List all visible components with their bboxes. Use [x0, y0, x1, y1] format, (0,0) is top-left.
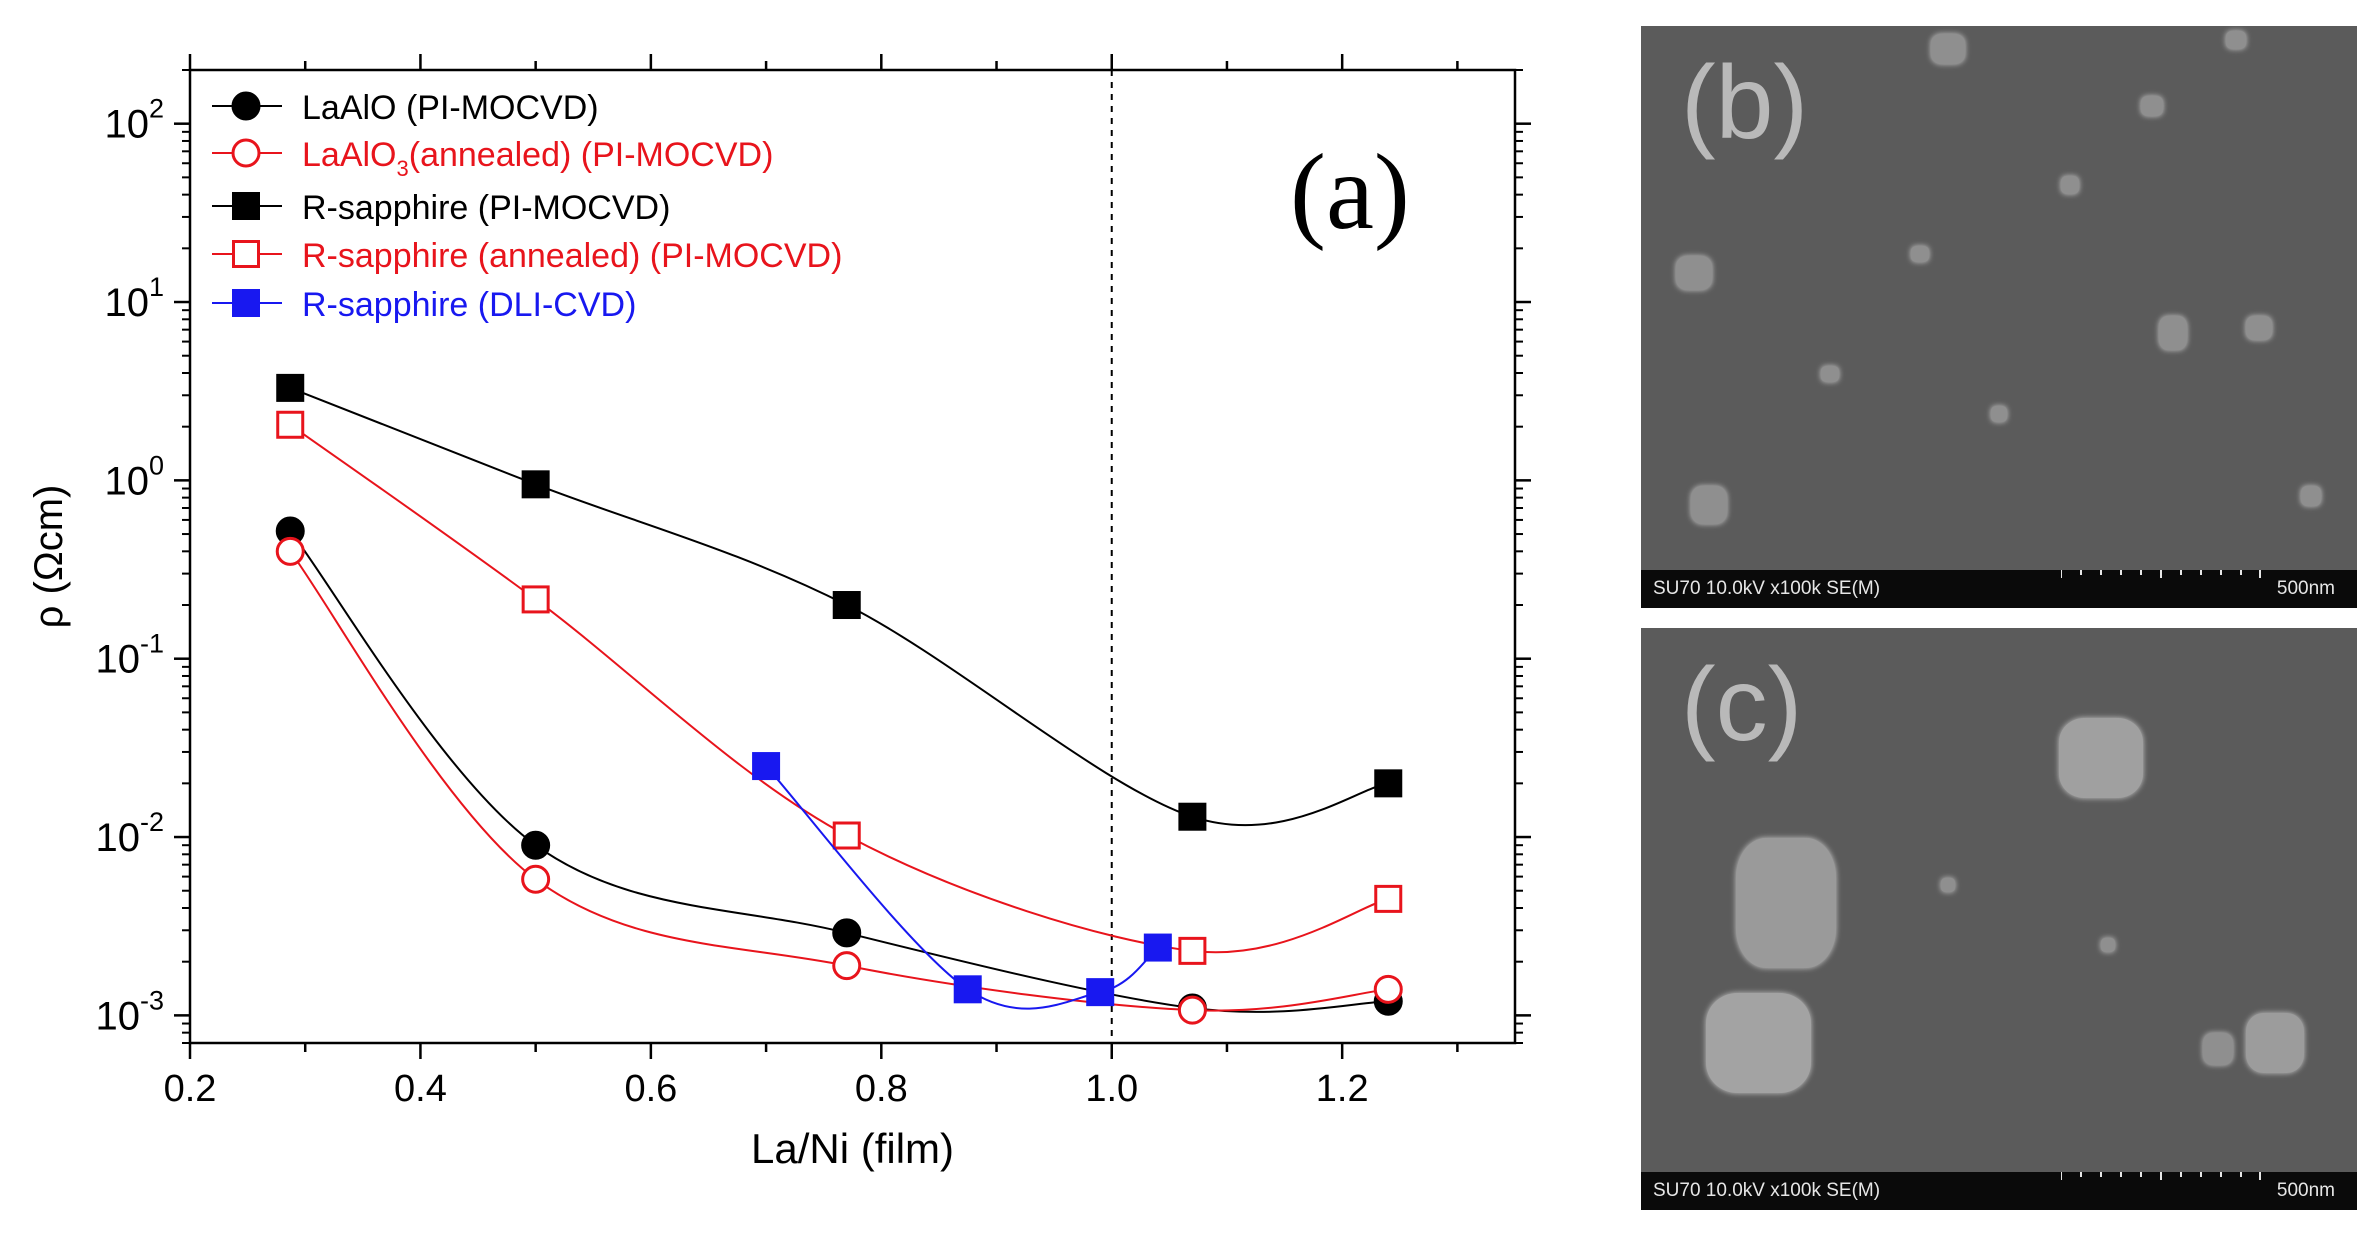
plot-frame: [188, 68, 1517, 1045]
series-line: [289, 550, 1389, 1012]
legend-label: LaAlO3(annealed) (PI-MOCVD): [302, 136, 773, 181]
data-point: [276, 373, 305, 402]
y-tick-label: 10-1: [95, 629, 164, 682]
legend-label: R-sapphire (annealed) (PI-MOCVD): [302, 237, 842, 275]
legend-marker: [231, 91, 261, 121]
legend-entry-2: R-sapphire (PI-MOCVD): [212, 189, 670, 227]
legend-marker: [232, 240, 260, 268]
data-point: [953, 975, 982, 1004]
data-point: [1086, 978, 1115, 1007]
series-line: [765, 765, 1159, 1010]
sem-info-c: SU70 10.0kV x100k SE(M): [1653, 1180, 1881, 1201]
scale-ticks-b: [2061, 570, 2261, 578]
legend-marker: [231, 138, 261, 168]
data-point: [521, 585, 550, 614]
data-point: [1178, 936, 1207, 965]
series-1: [275, 536, 1403, 1025]
x-tick-label: 0.8: [855, 1068, 908, 1110]
data-point: [1143, 933, 1172, 962]
data-point: [752, 752, 781, 781]
x-tick-label: 0.6: [624, 1068, 677, 1110]
legend-entry-3: R-sapphire (annealed) (PI-MOCVD): [212, 237, 842, 275]
scale-ticks-c: [2061, 1172, 2261, 1180]
x-tick-label: 1.2: [1316, 1068, 1369, 1110]
data-point: [1374, 769, 1403, 798]
sem-image-b: (b) SU70 10.0kV x100k SE(M) 500nm: [1641, 26, 2357, 608]
data-point: [275, 536, 305, 566]
series-4: [752, 752, 1172, 1010]
legend-entry-0: LaAlO (PI-MOCVD): [212, 89, 599, 127]
data-point: [832, 951, 862, 981]
sem-scale-b: 500nm: [2276, 578, 2335, 599]
data-point: [276, 410, 305, 439]
data-point: [832, 821, 861, 850]
y-tick-label: 101: [104, 272, 164, 325]
series-line: [289, 530, 1389, 1013]
legend-marker: [232, 289, 260, 317]
x-axis-label: La/Ni (film): [751, 1125, 954, 1172]
data-point: [1178, 802, 1207, 831]
sem-image-c: (c) SU70 10.0kV x100k SE(M) 500nm: [1641, 628, 2357, 1210]
data-point: [521, 830, 551, 860]
y-tick-label: 100: [104, 450, 164, 503]
data-point: [1374, 884, 1403, 913]
series-line: [289, 423, 1389, 954]
x-tick-label: 0.2: [164, 1068, 217, 1110]
legend-label: R-sapphire (DLI-CVD): [302, 286, 636, 324]
data-point: [832, 591, 861, 620]
sem-scale-c: 500nm: [2276, 1180, 2335, 1201]
data-point: [521, 470, 550, 499]
sem-info-bar-c: SU70 10.0kV x100k SE(M) 500nm: [1641, 1172, 2357, 1210]
y-tick-label: 10-3: [95, 985, 164, 1038]
panel-label-c: (c): [1681, 647, 1803, 763]
y-axis-label: ρ (Ωcm): [27, 485, 71, 629]
series-2: [276, 373, 1403, 831]
x-tick-label: 0.4: [394, 1068, 447, 1110]
panel-label-b: (b): [1681, 45, 1809, 161]
data-point: [1373, 974, 1403, 1004]
resistivity-chart: 0.2 0.4 0.6 0.8 1.0 1.2 10-3 10-2 10-1 100 101 102 L…: [27, 54, 1531, 1172]
y-tick-label: 10-2: [95, 807, 164, 860]
y-tick-label: 102: [104, 94, 164, 147]
x-tick-label: 1.0: [1085, 1068, 1138, 1110]
sem-info-b: SU70 10.0kV x100k SE(M): [1653, 578, 1881, 599]
legend-entry-4: R-sapphire (DLI-CVD): [212, 286, 636, 324]
legend-marker: [232, 192, 260, 220]
series-3: [276, 410, 1403, 965]
legend-label: LaAlO (PI-MOCVD): [302, 89, 599, 127]
sem-info-bar-b: SU70 10.0kV x100k SE(M) 500nm: [1641, 570, 2357, 608]
data-point: [832, 918, 862, 948]
data-point: [521, 864, 551, 894]
data-point: [1177, 995, 1207, 1025]
legend-entry-1: LaAlO3(annealed) (PI-MOCVD): [212, 136, 773, 181]
legend-label: R-sapphire (PI-MOCVD): [302, 189, 670, 227]
panel-label-a: (a): [1290, 133, 1410, 252]
